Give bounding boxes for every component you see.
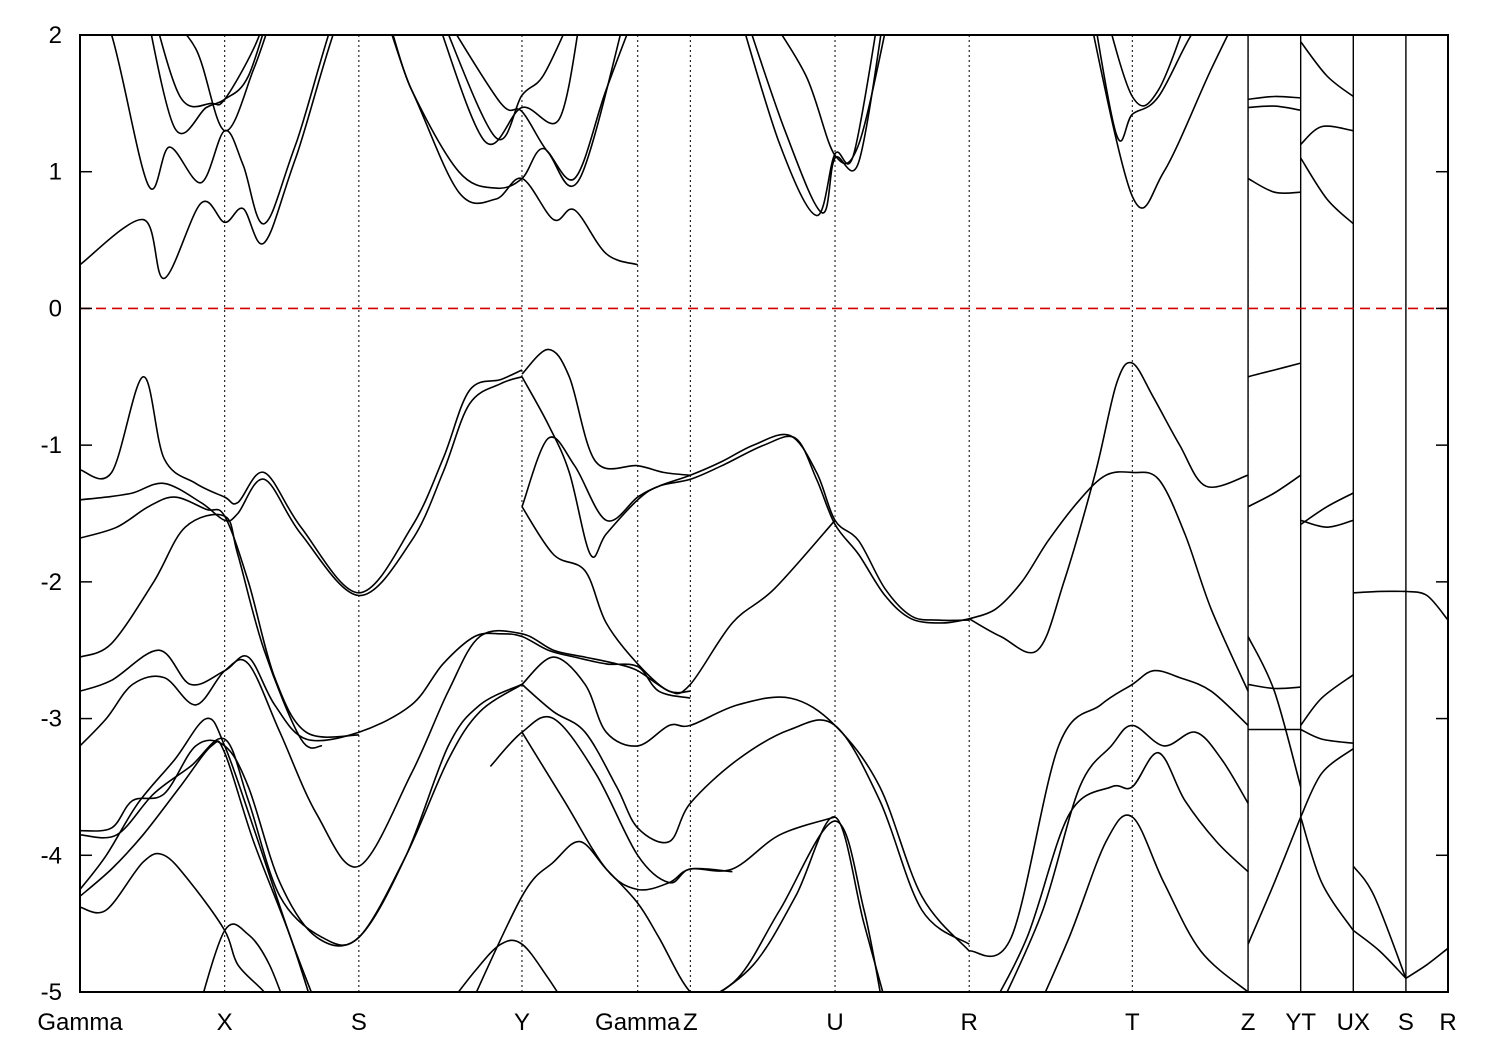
band-line-67 — [1405, 947, 1448, 979]
band-line-39 — [999, 752, 1249, 992]
band-lines — [80, 35, 1448, 992]
band-line-50 — [719, 816, 884, 992]
band-line-2 — [110, 35, 628, 225]
plot-frame — [79, 34, 1449, 993]
band-line-19 — [1300, 125, 1354, 146]
band-line-10 — [751, 35, 882, 214]
x-tick-label-u: U — [826, 1009, 843, 1036]
band-line-16 — [1248, 105, 1301, 111]
band-line-42 — [80, 683, 523, 946]
band-line-31 — [968, 471, 1249, 692]
band-line-52 — [1247, 474, 1302, 508]
band-line-24 — [80, 513, 323, 749]
y-tick-label: -4 — [41, 842, 62, 869]
band-line-5 — [185, 35, 267, 132]
band-line-22 — [80, 376, 523, 597]
band-line-4 — [158, 35, 261, 108]
x-tick-label-yt: YT — [1285, 1009, 1316, 1036]
x-tick-label-s: S — [1398, 1009, 1414, 1036]
band-line-47 — [457, 939, 559, 992]
band-line-58 — [1300, 519, 1354, 528]
axis-ticks — [80, 34, 1448, 993]
band-line-20 — [1300, 41, 1354, 98]
y-tick-labels: -5 -4 -3 -2 -1 0 1 2 — [41, 22, 62, 1006]
y-tick-label: 1 — [49, 159, 62, 186]
band-line-14 — [1111, 35, 1182, 107]
band-line-13 — [1092, 35, 1229, 209]
band-line-40 — [1044, 814, 1249, 992]
band-line-53 — [1247, 636, 1302, 788]
y-tick-label: -2 — [41, 569, 62, 596]
x-tick-label-r: R — [1439, 1009, 1456, 1036]
x-tick-label-t: T — [1125, 1009, 1140, 1036]
band-line-33 — [521, 656, 970, 952]
band-line-6 — [441, 35, 579, 146]
band-line-25 — [80, 632, 691, 742]
band-line-7 — [447, 35, 564, 141]
x-tick-labels: Gamma X S Y Gamma Z U R T Z YT UX S R — [37, 1009, 1456, 1036]
band-line-11 — [781, 35, 886, 165]
band-line-34 — [521, 683, 970, 945]
band-line-38 — [1006, 724, 1249, 992]
band-line-48 — [475, 840, 692, 992]
band-line-1 — [80, 35, 638, 280]
band-line-28 — [521, 433, 970, 622]
band-line-15 — [1247, 177, 1301, 195]
band-line-44 — [80, 740, 310, 992]
y-tick-label: 2 — [49, 22, 62, 49]
band-line-66 — [1405, 590, 1448, 621]
band-line-30 — [521, 506, 836, 695]
x-tick-label-r: R — [961, 1009, 978, 1036]
band-line-61 — [1299, 747, 1354, 818]
band-line-63 — [1353, 590, 1406, 594]
band-line-17 — [1248, 95, 1301, 101]
band-line-41 — [80, 683, 523, 947]
band-line-64 — [1352, 865, 1407, 979]
band-line-46 — [202, 923, 282, 992]
x-tick-label-ux: UX — [1337, 1009, 1370, 1036]
x-tick-label-x: X — [217, 1009, 233, 1036]
band-line-56 — [1247, 816, 1302, 945]
x-tick-label-s: S — [351, 1009, 367, 1036]
band-line-37 — [968, 669, 1249, 958]
band-line-59 — [1300, 674, 1354, 726]
x-tick-label-gamma: Gamma — [595, 1009, 681, 1036]
x-tick-label-z: Z — [1241, 1009, 1256, 1036]
band-line-12 — [1096, 35, 1193, 142]
band-line-57 — [1300, 492, 1354, 526]
band-line-62 — [1299, 816, 1354, 931]
y-tick-label: -1 — [41, 432, 62, 459]
vertical-gridlines — [224, 35, 1407, 992]
band-line-23 — [80, 496, 359, 738]
x-tick-label-y: Y — [514, 1009, 530, 1036]
band-line-18 — [1300, 157, 1354, 225]
band-line-51 — [1247, 362, 1301, 378]
band-line-29 — [521, 376, 970, 624]
band-line-27 — [521, 348, 691, 476]
band-line-35 — [489, 715, 733, 884]
band-line-45 — [80, 852, 266, 992]
band-line-60 — [1300, 728, 1354, 744]
y-tick-label: -5 — [41, 979, 62, 1006]
band-line-54 — [1247, 683, 1301, 690]
band-line-65 — [1352, 929, 1407, 979]
y-tick-label: -3 — [41, 706, 62, 733]
band-line-32 — [968, 361, 1249, 654]
band-line-9 — [744, 35, 877, 217]
band-line-43 — [80, 717, 313, 992]
band-line-36 — [521, 731, 836, 891]
x-tick-label-z: Z — [683, 1009, 698, 1036]
x-tick-label-gamma: Gamma — [37, 1009, 123, 1036]
y-tick-label: 0 — [49, 295, 62, 322]
band-line-21 — [80, 369, 523, 594]
band-line-49 — [717, 820, 881, 992]
band-line-8 — [455, 35, 622, 187]
band-line-26 — [80, 629, 691, 868]
